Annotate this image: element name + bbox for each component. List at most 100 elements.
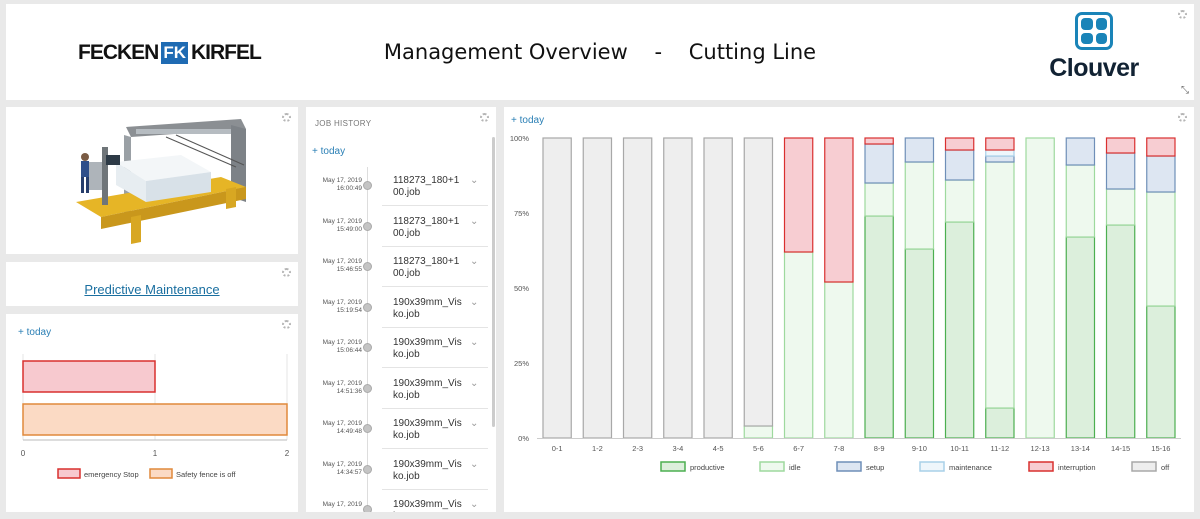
today-filter[interactable]: + today [312,146,346,157]
divider [382,407,488,409]
job-row[interactable]: May 17, 2019 16:00:49 118273_180+100.job ⌄ [306,166,492,206]
job-row[interactable]: May 17, 2019 15:46:55 118273_180+100.job ⌄ [306,247,492,287]
resize-icon[interactable]: ⤡ [1181,85,1189,96]
bar-segment [944,179,975,223]
legend-label: idle [789,463,801,472]
job-timestamp: May 17, 2019 15:06:44 [310,339,362,355]
job-row[interactable]: May 17, 2019 14:49:48 190x39mm_Visko.job ⌄ [306,409,492,449]
bar-segment [1105,188,1136,226]
scrollbar[interactable] [492,137,495,427]
legend-label: interruption [1058,463,1096,472]
job-name: 190x39mm_Visko.job [393,377,462,401]
chevron-down-icon[interactable]: ⌄ [470,215,479,227]
job-row[interactable]: May 17, 2019 14:34:57 190x39mm_Visko.job ⌄ [306,450,492,490]
gear-icon[interactable] [282,268,291,277]
gear-icon[interactable] [1178,10,1187,19]
legend-swatch [660,461,686,472]
bar-segment [904,248,935,439]
bar-segment [864,215,894,439]
chevron-down-icon[interactable]: ⌄ [470,418,479,429]
chevron-down-icon[interactable]: ⌄ [470,377,479,389]
x-tick-label: 11-12 [991,444,1010,453]
clouver-name: Clouver [1049,54,1139,82]
job-name: 118273_180+100.job [393,175,460,198]
gear-icon[interactable] [480,113,489,122]
bar-segment [904,137,935,163]
divider [382,245,488,247]
bar-segment [1105,224,1136,439]
job-date: May 17, 2019 [322,217,362,225]
job-name: 190x39mm_Visko.job [393,296,462,320]
timeline-dot [363,505,372,512]
chevron-down-icon[interactable]: ⌄ [470,337,479,348]
timeline-dot [363,343,372,352]
bar-segment [783,137,814,253]
cutting-machine-image [76,119,246,244]
bar-segment [985,149,1015,157]
bar-segment [944,221,975,439]
bar-segment [1146,191,1176,307]
timeline-dot [363,383,372,393]
bar-segment [542,137,572,439]
bar-segment [743,137,774,427]
gear-icon[interactable] [1178,113,1187,122]
chevron-down-icon[interactable]: ⌄ [470,499,479,510]
job-row[interactable]: May 17, 2019 190x39mm_Visk ⌄ [306,490,492,512]
predictive-maintenance-link[interactable]: Predictive Maintenance [84,282,220,297]
logo-word-left: FECKEN [78,41,159,64]
bar-segment [864,182,894,217]
logo-fk-box: FK [161,42,189,64]
job-row[interactable]: May 17, 2019 15:49:00 118273_180+100.job ⌄ [306,207,492,247]
tick-label: 0 [21,449,26,458]
job-timestamp: May 17, 2019 15:46:55 [310,258,362,274]
job-name: 118273_180+100.job [393,215,460,239]
chevron-down-icon[interactable]: ⌄ [470,296,479,308]
bar-segment [703,137,733,439]
job-row[interactable]: May 17, 2019 15:06:44 190x39mm_Visko.job ⌄ [306,328,492,368]
chevron-down-icon[interactable]: ⌄ [470,256,479,267]
divider [382,448,488,449]
tick-label: 1 [153,449,158,458]
job-row[interactable]: May 17, 2019 14:51:36 190x39mm_Visko.job ⌄ [306,369,492,409]
bar-segment [1146,155,1176,193]
x-tick-label: 8-9 [874,444,885,453]
title-separator: - [654,40,663,64]
job-date: May 17, 2019 [322,460,362,468]
job-row[interactable]: May 17, 2019 15:19:54 190x39mm_Visko.job ⌄ [306,288,492,328]
legend-label: setup [866,463,884,472]
x-tick-label: 12-13 [1031,444,1050,453]
legend-swatch [759,461,785,472]
job-time: 15:49:00 [336,225,362,233]
job-date: May 17, 2019 [322,420,362,427]
divider [382,286,488,287]
job-time: 14:49:48 [336,428,362,435]
bar-segment [1105,152,1136,190]
job-time: 15:19:54 [336,306,362,314]
utilization-panel: + today 0% 25% 50% 75% 100% 0-1 1-2 2-3 3-4 4-5 5-… [504,107,1194,512]
job-name: 190x39mm_Visk [393,499,462,512]
chevron-down-icon[interactable]: ⌄ [470,175,479,186]
legend-swatch [1028,461,1054,472]
job-timestamp: May 17, 2019 14:34:57 [310,461,362,477]
x-tick-label: 3-4 [672,444,683,453]
x-tick-label: 6-7 [793,444,804,453]
bar-segment [824,281,854,439]
gear-icon[interactable] [282,113,291,122]
legend-label: maintenance [949,463,992,472]
timeline-dot [363,464,372,474]
y-tick-label: 25% [514,359,529,368]
bar-segment [904,161,935,250]
today-filter[interactable]: + today [511,115,545,126]
x-tick-label: 9-10 [912,444,927,453]
chevron-down-icon[interactable]: ⌄ [470,458,479,470]
alarms-panel: + today 0 1 2 emergency Stop Safety fence is… [6,314,298,512]
bar [22,360,156,393]
gear-icon[interactable] [282,320,291,329]
y-tick-label: 75% [514,209,529,218]
job-timestamp: May 17, 2019 14:51:36 [310,380,362,396]
bar-segment [944,137,975,151]
divider [382,205,488,206]
bar-segment [944,149,975,181]
legend-swatch [919,461,945,472]
today-filter[interactable]: + today [18,327,52,338]
